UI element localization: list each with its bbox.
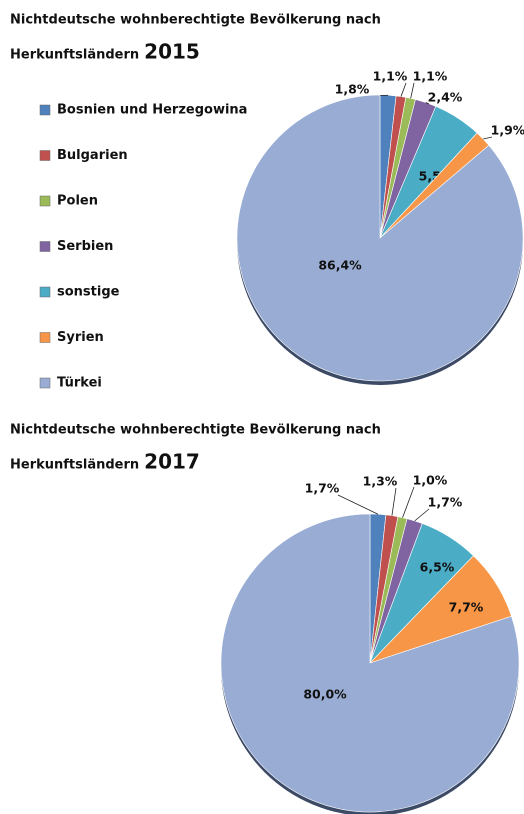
legend-label: Serbien xyxy=(57,239,113,254)
value-label: 1,7% xyxy=(305,481,340,496)
chart-title-year: 2017 xyxy=(144,450,200,474)
pie-slice xyxy=(220,513,520,813)
value-label: 1,9% xyxy=(491,123,524,138)
value-label: 1,3% xyxy=(363,474,398,489)
value-label: 86,4% xyxy=(318,258,362,273)
legend-label: Türkei xyxy=(57,376,102,391)
value-label: 1,1% xyxy=(413,69,448,84)
leader-line xyxy=(337,494,379,515)
legend-swatch xyxy=(39,104,51,116)
legend-swatch xyxy=(39,195,51,207)
chart-title-year: 2015 xyxy=(144,40,200,64)
chart-title: Nichtdeutsche wohnberechtigte Bevölkerun… xyxy=(10,13,381,28)
chart-title: Herkunftsländern xyxy=(10,48,139,63)
leader-line xyxy=(483,136,493,140)
leader-line xyxy=(410,82,415,99)
legend-label: Syrien xyxy=(57,330,104,345)
leader-line xyxy=(400,82,407,97)
chart-title: Herkunftsländern xyxy=(10,458,139,473)
legend-label: sonstige xyxy=(57,285,120,300)
value-label: 6,5% xyxy=(420,560,455,575)
value-label: 2,4% xyxy=(428,90,463,105)
leader-line xyxy=(402,486,415,518)
legend-label: Bulgarien xyxy=(57,148,128,163)
value-label: 1,0% xyxy=(413,473,448,488)
value-label: 80,0% xyxy=(303,687,347,702)
value-label: 1,7% xyxy=(428,495,463,510)
legend-swatch xyxy=(39,150,51,161)
legend-label: Polen xyxy=(57,194,98,209)
value-label: 1,1% xyxy=(373,69,408,84)
value-label: 1,8% xyxy=(335,82,370,97)
leader-line xyxy=(425,102,430,105)
legend-swatch xyxy=(39,332,51,343)
pie-slice xyxy=(236,94,524,382)
legend-swatch xyxy=(39,286,51,298)
leader-line xyxy=(414,508,430,522)
legend-swatch xyxy=(39,241,51,252)
value-label: 7,7% xyxy=(449,600,484,615)
legend-swatch xyxy=(39,377,51,389)
leader-line xyxy=(391,487,397,516)
chart-title: Nichtdeutsche wohnberechtigte Bevölkerun… xyxy=(10,423,381,438)
legend-label: Bosnien und Herzegowina xyxy=(57,103,247,118)
